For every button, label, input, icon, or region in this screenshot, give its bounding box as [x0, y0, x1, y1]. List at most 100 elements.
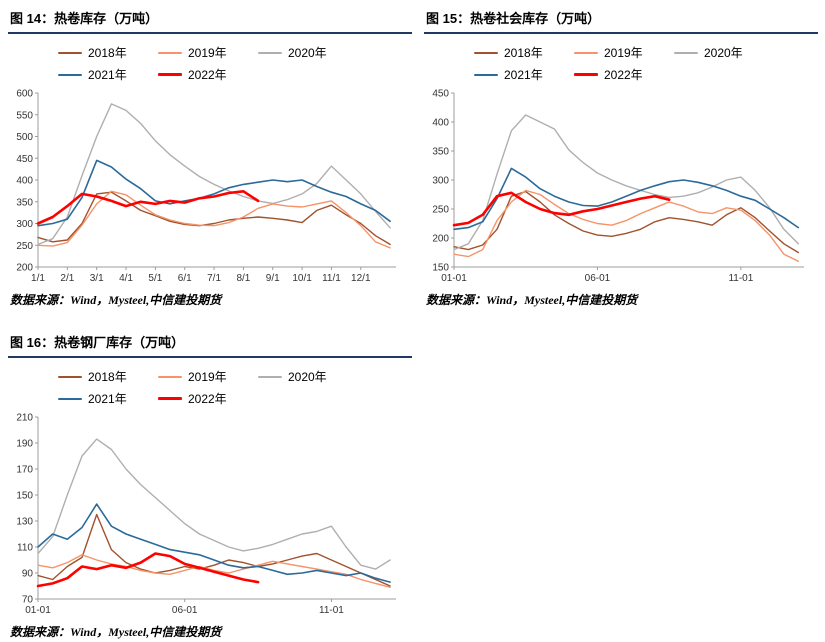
legend-line-swatch	[257, 51, 282, 54]
y-tick-label: 350	[432, 147, 449, 158]
figure-14-source: 数据来源：Wind，Mysteel,中信建投期货	[10, 293, 222, 307]
x-tick-label: 9/1	[266, 273, 280, 284]
legend-line-swatch	[474, 73, 498, 76]
y-tick-label: 200	[432, 234, 449, 245]
legend-item-2022年: 2022年	[157, 66, 258, 83]
legend-line-swatch	[58, 51, 82, 54]
legend-label: 2022年	[187, 392, 227, 406]
figure-16-panel: 图 16：热卷钢厂库存（万吨） 2018年 2019年 2020年 2021年 2022…	[8, 330, 412, 640]
legend-label: 2020年	[287, 46, 327, 60]
y-tick-label: 150	[432, 263, 449, 274]
series-line-2021年	[37, 503, 391, 583]
y-tick-label: 550	[16, 110, 33, 121]
legend-item-2018年: 2018年	[474, 44, 574, 61]
x-tick-label: 11-01	[319, 605, 344, 616]
y-tick-label: 90	[22, 569, 34, 580]
legend-item-2021年: 2021年	[474, 66, 574, 83]
legend-label: 2019年	[187, 46, 227, 60]
legend-label: 2019年	[187, 370, 227, 384]
legend-item-2018年: 2018年	[58, 368, 158, 385]
figure-14-chart: 200 250 300 350 400 450 500 550 600 1/1 2/1 3/1 4/1 5…	[16, 89, 396, 284]
legend-item-2019年: 2019年	[157, 368, 258, 385]
legend-label: 2021年	[88, 68, 127, 82]
figure-16-source: 数据来源：Wind，Mysteel,中信建投期货	[10, 625, 222, 639]
legend-line-swatch	[58, 73, 82, 76]
x-tick-label: 01-01	[25, 605, 51, 616]
figure-16-chart: 70 90 110 130 150 170 190 210 01-01 06-01 11-01	[16, 413, 396, 616]
legend-item-2020年: 2020年	[257, 44, 358, 61]
legend-line-swatch	[58, 397, 82, 400]
y-tick-label: 190	[16, 439, 33, 450]
y-tick-label: 70	[22, 595, 34, 606]
y-tick-label: 150	[16, 491, 33, 502]
legend-item-2021年: 2021年	[58, 390, 158, 407]
legend-label: 2022年	[603, 68, 643, 82]
series-line-2018年	[453, 190, 799, 254]
series-line-2020年	[453, 114, 799, 251]
legend-label: 2019年	[603, 46, 643, 60]
series-line-2022年	[36, 552, 260, 588]
y-tick-label: 130	[16, 517, 33, 528]
x-tick-label: 4/1	[119, 273, 133, 284]
legend-line-swatch	[157, 51, 182, 54]
series-line-2018年	[37, 513, 391, 587]
legend-line-swatch	[573, 51, 598, 54]
legend-item-2022年: 2022年	[573, 66, 674, 83]
y-tick-label: 450	[16, 154, 33, 165]
legend-label: 2018年	[88, 370, 127, 384]
y-tick-label: 210	[16, 413, 33, 424]
y-tick-label: 500	[16, 132, 33, 143]
series-line-2020年	[37, 438, 391, 570]
legend-item-2020年: 2020年	[257, 368, 358, 385]
figure-16-legend: 2018年 2019年 2020年 2021年 2022年	[58, 368, 358, 407]
x-tick-label: 1/1	[31, 273, 45, 284]
figure-14-panel: 图 14：热卷库存（万吨） 2018年 2019年 2020年 2021年 2022年 …	[8, 6, 412, 308]
x-tick-label: 8/1	[236, 273, 250, 284]
x-tick-label: 11/1	[322, 273, 341, 284]
y-tick-label: 250	[16, 241, 33, 252]
legend-label: 2020年	[287, 370, 327, 384]
legend-item-2019年: 2019年	[573, 44, 674, 61]
y-tick-label: 170	[16, 465, 33, 476]
x-tick-label: 01-01	[441, 273, 467, 284]
series-line-2019年	[453, 189, 799, 262]
series-line-2019年	[37, 190, 391, 249]
legend-line-swatch	[157, 397, 182, 400]
x-tick-label: 06-01	[585, 273, 611, 284]
legend-label: 2018年	[88, 46, 127, 60]
y-tick-label: 400	[16, 176, 33, 187]
figure-15-panel: 图 15：热卷社会库存（万吨） 2018年 2019年 2020年 2021年 2022…	[424, 6, 818, 308]
y-tick-label: 600	[16, 89, 33, 100]
legend-line-swatch	[157, 375, 182, 378]
legend-item-2019年: 2019年	[157, 44, 258, 61]
series-line-2021年	[37, 159, 391, 227]
figure-15-title: 图 15：热卷社会库存（万吨）	[424, 6, 818, 34]
legend-label: 2018年	[504, 46, 543, 60]
series-line-2022年	[36, 190, 260, 225]
y-tick-label: 200	[16, 263, 33, 274]
y-tick-label: 400	[432, 118, 449, 129]
legend-label: 2021年	[504, 68, 543, 82]
y-tick-label: 300	[16, 219, 33, 230]
x-tick-label: 7/1	[207, 273, 221, 284]
y-tick-label: 450	[432, 89, 449, 100]
legend-item-2021年: 2021年	[58, 66, 158, 83]
legend-line-swatch	[474, 51, 498, 54]
x-tick-label: 10/1	[292, 273, 312, 284]
legend-item-2020年: 2020年	[673, 44, 774, 61]
series-line-2021年	[453, 167, 800, 231]
legend-line-swatch	[573, 73, 598, 76]
figure-15-legend: 2018年 2019年 2020年 2021年 2022年	[474, 44, 774, 83]
figure-14-title: 图 14：热卷库存（万吨）	[8, 6, 412, 34]
figure-15-chart: 150 200 250 300 350 400 450 01-01 06-01 11-01	[432, 89, 804, 284]
legend-label: 2021年	[88, 392, 127, 406]
y-tick-label: 350	[16, 197, 33, 208]
y-tick-label: 300	[432, 176, 449, 187]
legend-line-swatch	[58, 375, 82, 378]
series-line-2022年	[452, 191, 671, 227]
x-tick-label: 2/1	[60, 273, 74, 284]
y-tick-label: 110	[17, 543, 33, 554]
legend-line-swatch	[673, 51, 698, 54]
x-tick-label: 3/1	[90, 273, 104, 284]
